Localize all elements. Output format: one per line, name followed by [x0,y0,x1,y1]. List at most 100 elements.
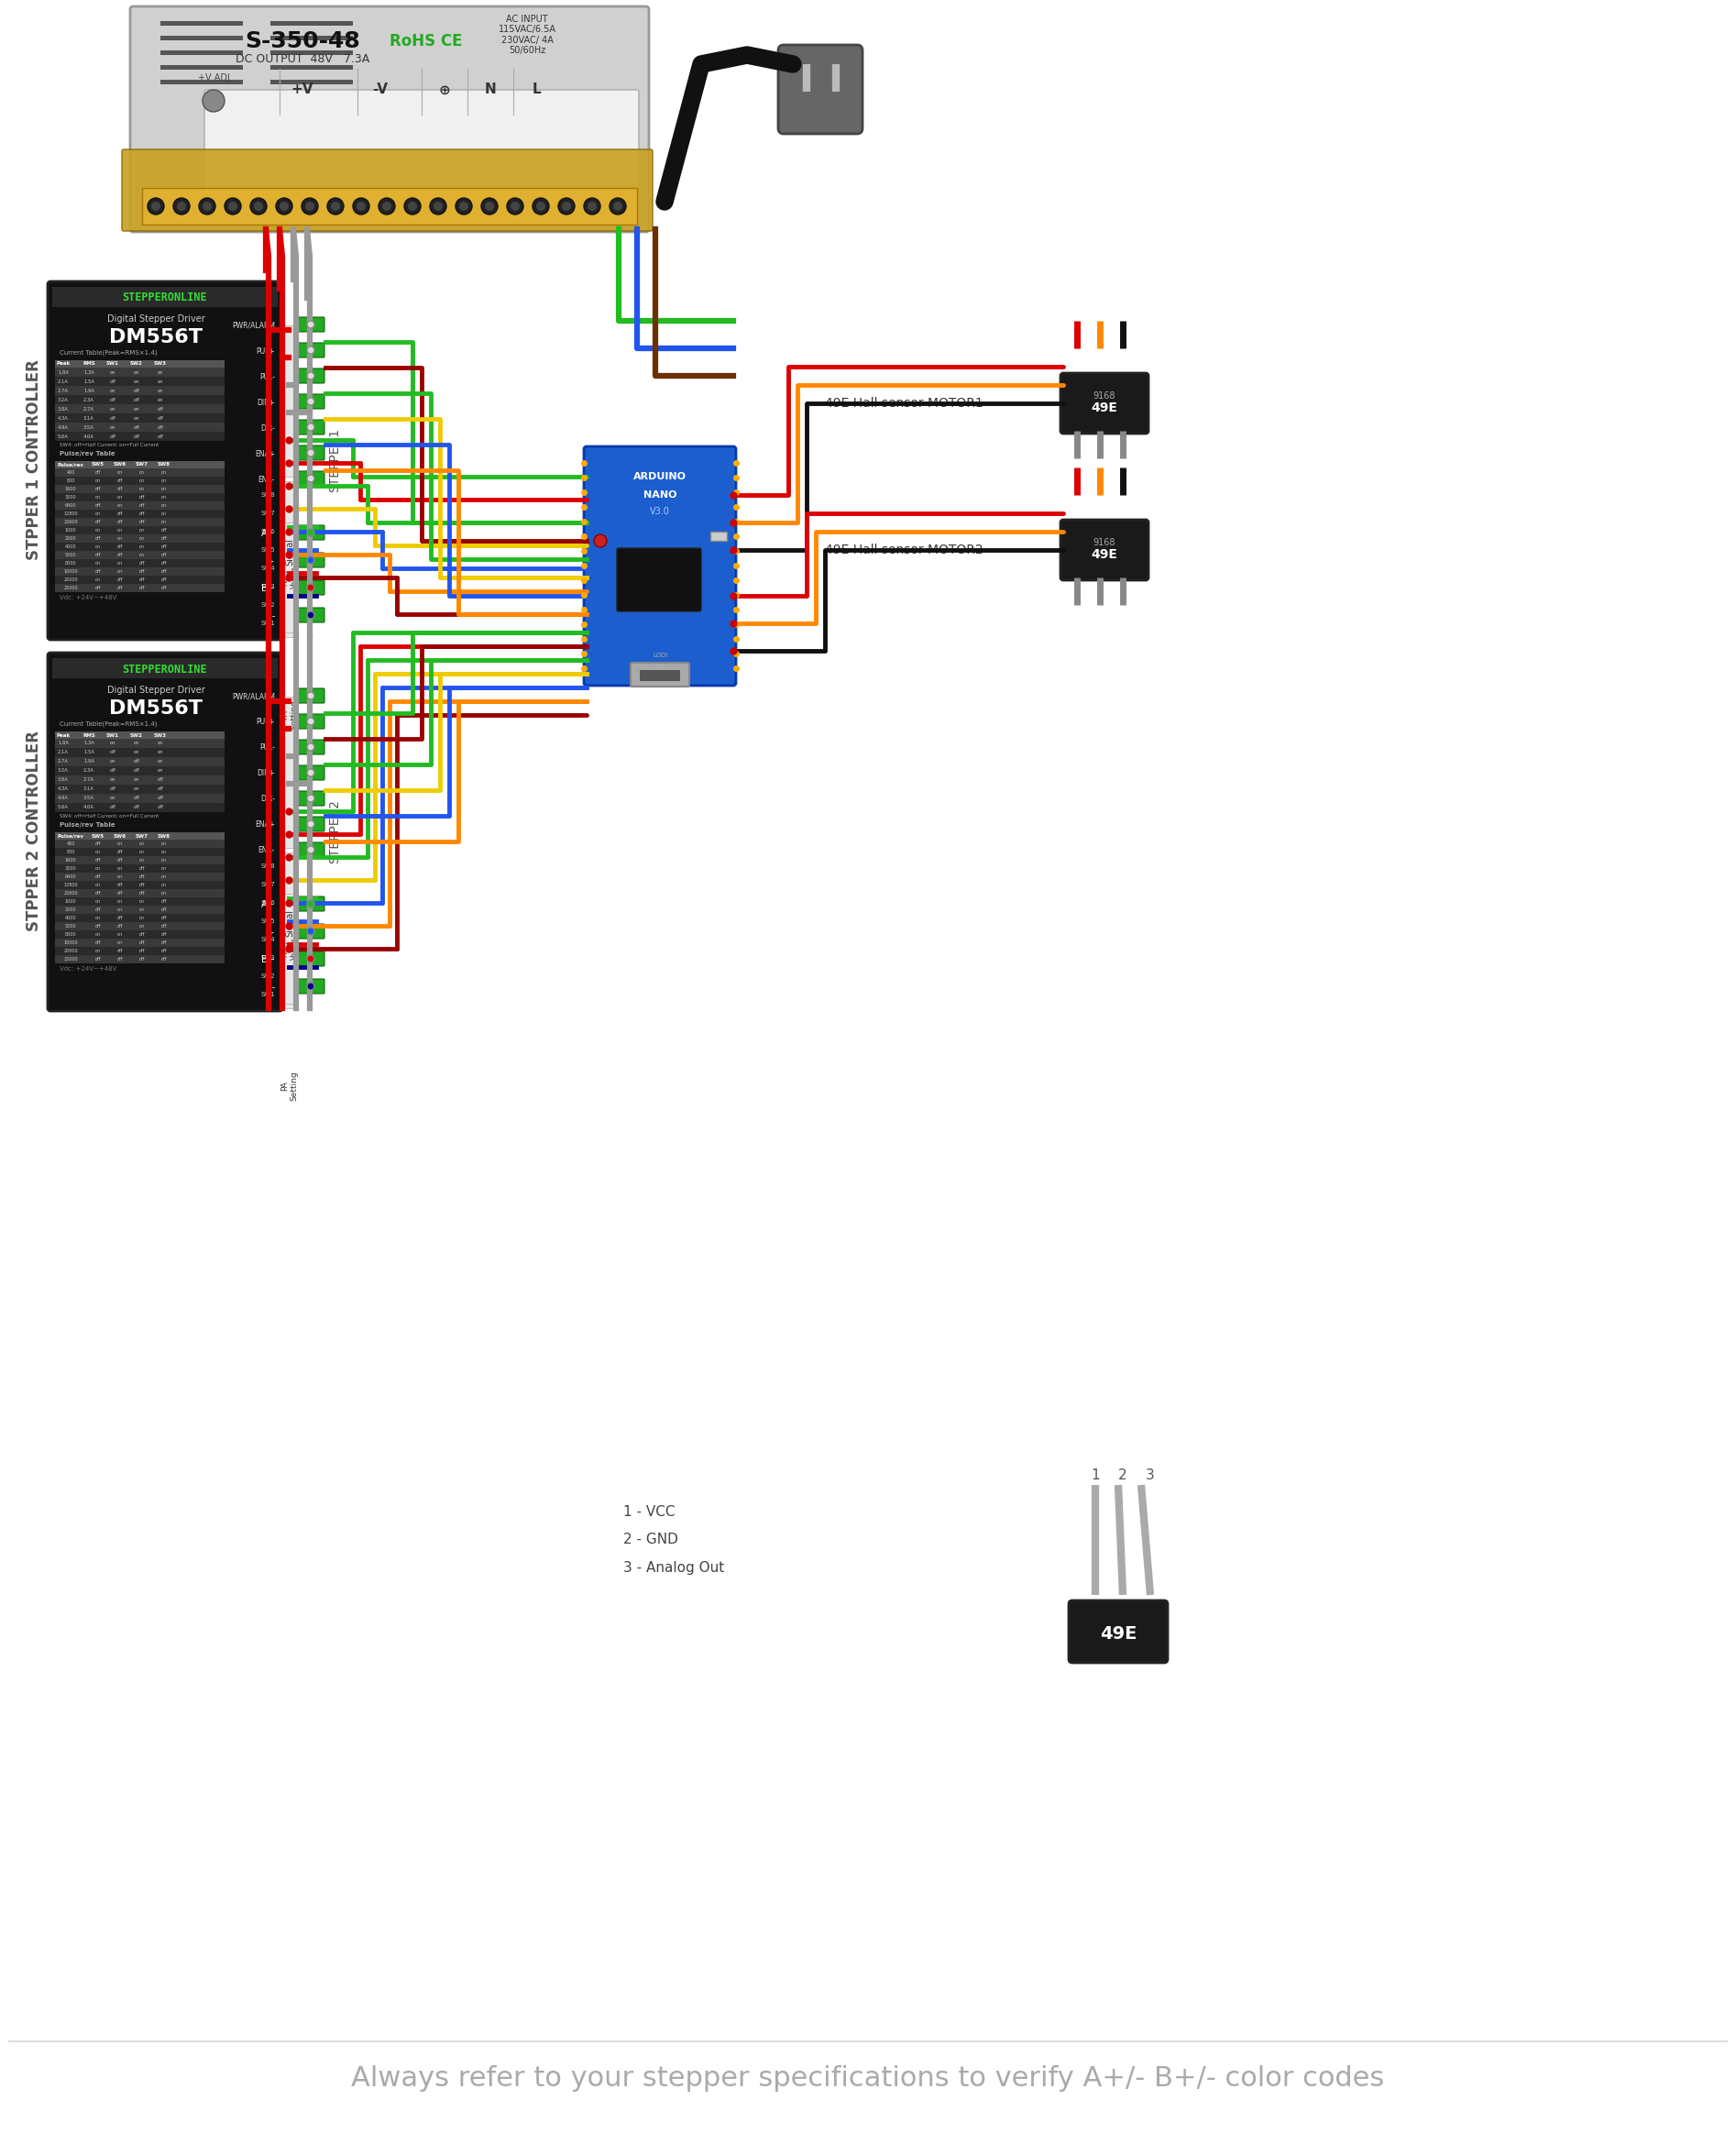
Text: 8000: 8000 [64,932,76,936]
Text: off: off [95,469,101,476]
Text: on: on [118,570,123,574]
Text: 4.0A: 4.0A [83,433,94,439]
Text: ENA-: ENA- [259,847,274,855]
FancyBboxPatch shape [297,689,325,704]
Circle shape [307,529,314,535]
Text: on: on [95,949,101,953]
Text: 4.9A: 4.9A [57,424,69,429]
Text: SW4: off=Half Current; on=Full Current: SW4: off=Half Current; on=Full Current [59,813,158,819]
Text: SW7: SW7 [260,881,274,887]
Bar [160,79,243,85]
Bar [56,855,224,864]
Bar [56,360,224,367]
FancyBboxPatch shape [616,548,701,612]
Text: on: on [158,369,163,375]
Text: on: on [95,544,101,548]
Bar [56,535,224,542]
Text: SW5: SW5 [260,548,274,552]
Text: 9168: 9168 [1094,538,1116,548]
Bar [56,576,224,584]
Text: SW3: SW3 [155,363,167,367]
Text: High
Voltag: High Voltag [281,939,299,960]
FancyBboxPatch shape [47,653,283,1011]
Circle shape [378,198,396,215]
Bar [56,501,224,510]
Circle shape [510,203,519,211]
Circle shape [562,203,571,211]
Text: SW3: SW3 [260,956,274,960]
Text: on: on [95,866,101,870]
Text: on: on [161,495,167,499]
Text: STEPPER2: STEPPER2 [328,800,340,864]
Circle shape [431,198,446,215]
Bar [56,484,224,493]
FancyBboxPatch shape [297,343,325,358]
Bar [271,21,352,26]
Bar [56,947,224,956]
Text: on: on [95,512,101,516]
Text: on: on [109,424,116,429]
Text: off: off [139,875,146,879]
Text: Signal: Signal [285,538,293,565]
Text: off: off [139,883,146,887]
Text: 25000: 25000 [64,587,78,591]
Bar [56,939,224,947]
Text: off: off [139,866,146,870]
Text: off: off [161,958,167,962]
Bar [281,523,299,634]
Text: STEPPERONLINE: STEPPERONLINE [123,663,207,676]
Text: SW8: SW8 [158,463,170,467]
Text: off: off [161,578,167,582]
Text: on: on [134,407,139,412]
FancyBboxPatch shape [47,282,283,640]
Text: 49E: 49E [1092,548,1118,561]
Text: 800: 800 [66,849,75,855]
Text: 25600: 25600 [64,520,78,525]
Text: on: on [118,535,123,542]
Text: on: on [109,369,116,375]
Bar [56,732,224,738]
Bar [271,51,352,55]
Bar [56,493,224,501]
FancyBboxPatch shape [297,395,325,410]
Text: Always refer to your stepper specifications to verify A+/- B+/- color codes: Always refer to your stepper specificati… [351,2065,1385,2090]
Circle shape [307,847,314,853]
FancyBboxPatch shape [297,766,325,781]
Text: on: on [134,416,139,420]
Text: on: on [118,561,123,565]
Text: 3.2A: 3.2A [57,397,69,401]
FancyBboxPatch shape [297,951,325,966]
Text: PA
Setting: PA Setting [281,1071,299,1101]
Text: on: on [118,840,123,847]
Text: on: on [158,388,163,392]
Bar [56,559,224,567]
Text: 12800: 12800 [64,883,78,887]
Text: DIR+: DIR+ [257,399,274,407]
Text: 1.5A: 1.5A [83,751,94,755]
Text: off: off [139,495,146,499]
Circle shape [307,796,314,802]
Text: on: on [139,915,144,919]
Circle shape [307,584,314,591]
FancyBboxPatch shape [297,580,325,595]
Text: off: off [158,796,163,800]
Circle shape [481,198,498,215]
Text: off: off [95,535,101,542]
Bar [281,326,299,476]
Text: PWR/ALARM: PWR/ALARM [233,322,274,328]
Text: -V: -V [373,83,389,96]
Text: 25000: 25000 [64,958,78,962]
Bar [56,921,224,930]
Bar [56,872,224,881]
Circle shape [326,198,344,215]
Circle shape [404,198,420,215]
Circle shape [224,198,241,215]
Text: SW5: SW5 [92,834,104,838]
Bar [56,832,224,840]
Text: 2.1A: 2.1A [57,380,69,384]
Text: RMS: RMS [83,734,95,738]
Text: off: off [95,840,101,847]
Text: SW6: SW6 [113,834,127,838]
Text: SW2: SW2 [130,734,142,738]
Text: on: on [158,380,163,384]
